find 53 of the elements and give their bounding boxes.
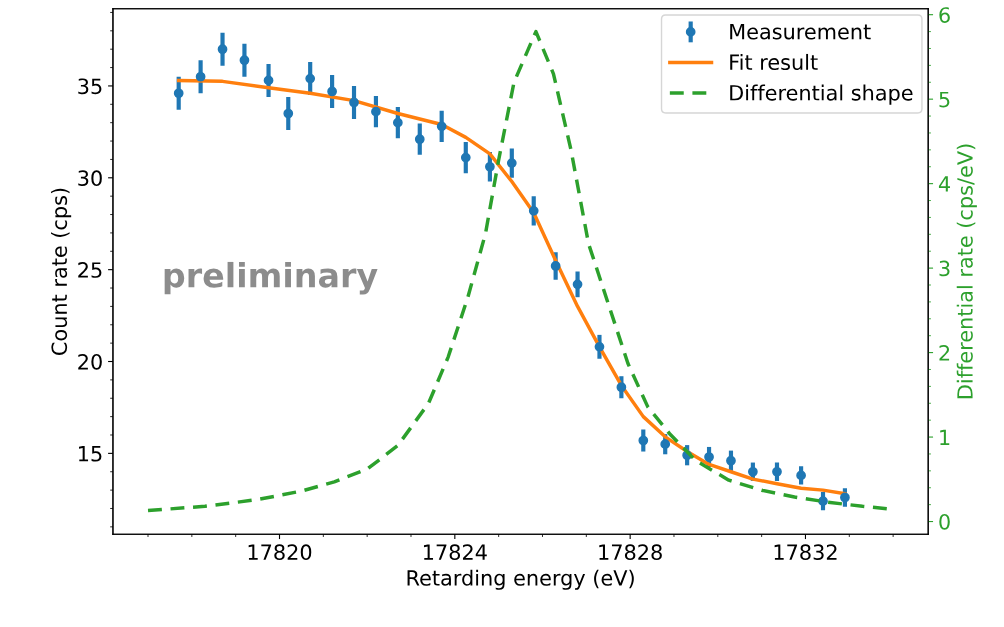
y-tick-label: 25 — [78, 262, 102, 278]
y2-tick-label: 0 — [939, 513, 950, 530]
point — [528, 206, 539, 216]
legend-label: Measurement — [730, 24, 871, 40]
point — [460, 152, 471, 163]
y-tick-label: 20 — [78, 353, 102, 370]
y2-tick-label: 6 — [939, 7, 950, 23]
y2-axis-title: Differential rate (cps/eV) — [956, 144, 977, 399]
point — [818, 496, 828, 506]
x-axis-title: Retarding energy (eV) — [407, 569, 634, 590]
point — [173, 88, 184, 99]
legend-label: Fit result — [730, 53, 818, 71]
point — [594, 341, 605, 352]
point — [327, 86, 337, 97]
annotation: preliminary — [164, 261, 378, 295]
y-tick-label: 35 — [78, 78, 102, 95]
point — [616, 382, 627, 393]
point — [305, 73, 316, 84]
point — [349, 97, 359, 108]
point — [263, 75, 274, 86]
point — [660, 439, 671, 450]
y2-tick-label: 2 — [939, 345, 950, 361]
x-tick-label: 17828 — [599, 544, 662, 561]
point — [840, 492, 850, 503]
y2-tick-label: 3 — [939, 260, 950, 277]
point — [550, 261, 561, 271]
point — [704, 452, 714, 462]
y-tick-label: 15 — [79, 446, 102, 462]
y2-tick-label: 5 — [939, 91, 950, 108]
y2-tick-label: 4 — [938, 176, 951, 192]
y-axis-title: Count rate (cps) — [51, 188, 72, 355]
y-tick-label: 30 — [78, 170, 102, 187]
point — [485, 161, 495, 172]
point — [239, 55, 250, 66]
y2-tick-label: 1 — [940, 429, 950, 445]
point — [195, 71, 206, 82]
point — [392, 117, 403, 128]
x-tick-label: 17832 — [774, 544, 837, 561]
legend-label: Differential shape — [730, 84, 913, 105]
point — [414, 134, 425, 145]
point — [726, 455, 736, 466]
point — [772, 466, 782, 477]
point — [283, 108, 294, 119]
point — [572, 279, 583, 290]
point — [796, 470, 806, 481]
point — [436, 121, 447, 132]
point — [506, 158, 517, 168]
point — [638, 435, 649, 446]
point — [217, 44, 228, 55]
x-tick-label: 17824 — [423, 544, 487, 561]
point — [371, 106, 381, 117]
x-tick-label: 17820 — [248, 544, 312, 561]
point — [748, 466, 758, 477]
